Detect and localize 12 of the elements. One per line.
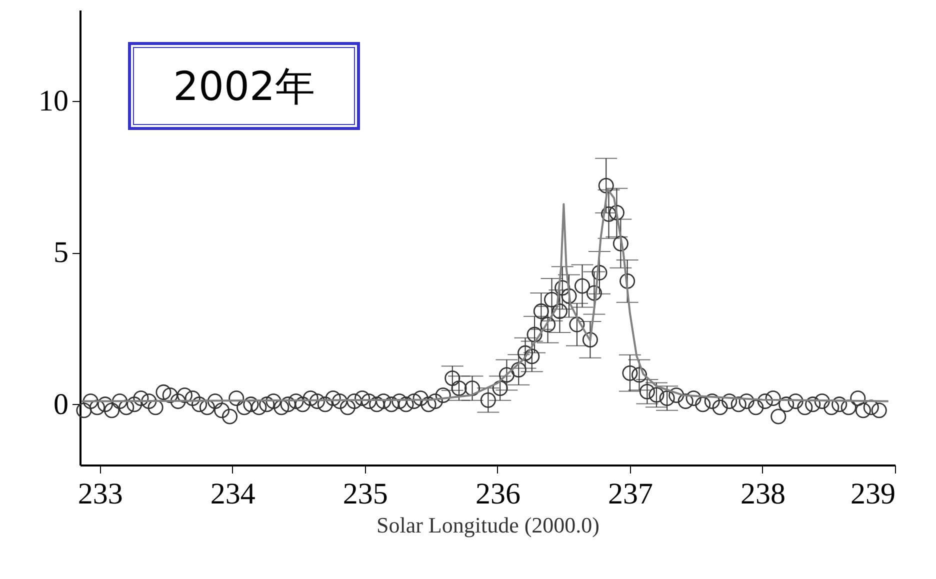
- x-tick-label: 235: [342, 478, 388, 510]
- x-tick-label: 236: [475, 478, 520, 510]
- y-tick-label: 5: [54, 236, 68, 270]
- y-tick-label: 10: [38, 84, 68, 118]
- x-tick-label: 238: [740, 478, 786, 510]
- x-tick-label: 234: [210, 478, 256, 510]
- x-tick-label: 233: [78, 478, 123, 510]
- x-tick-label: 237: [608, 478, 653, 510]
- x-axis-title: Solar Longitude (2000.0): [376, 512, 600, 538]
- annotation: 2002年: [130, 44, 358, 128]
- y-tick-label: 0: [54, 388, 68, 421]
- x-tick-label: 239: [850, 478, 896, 510]
